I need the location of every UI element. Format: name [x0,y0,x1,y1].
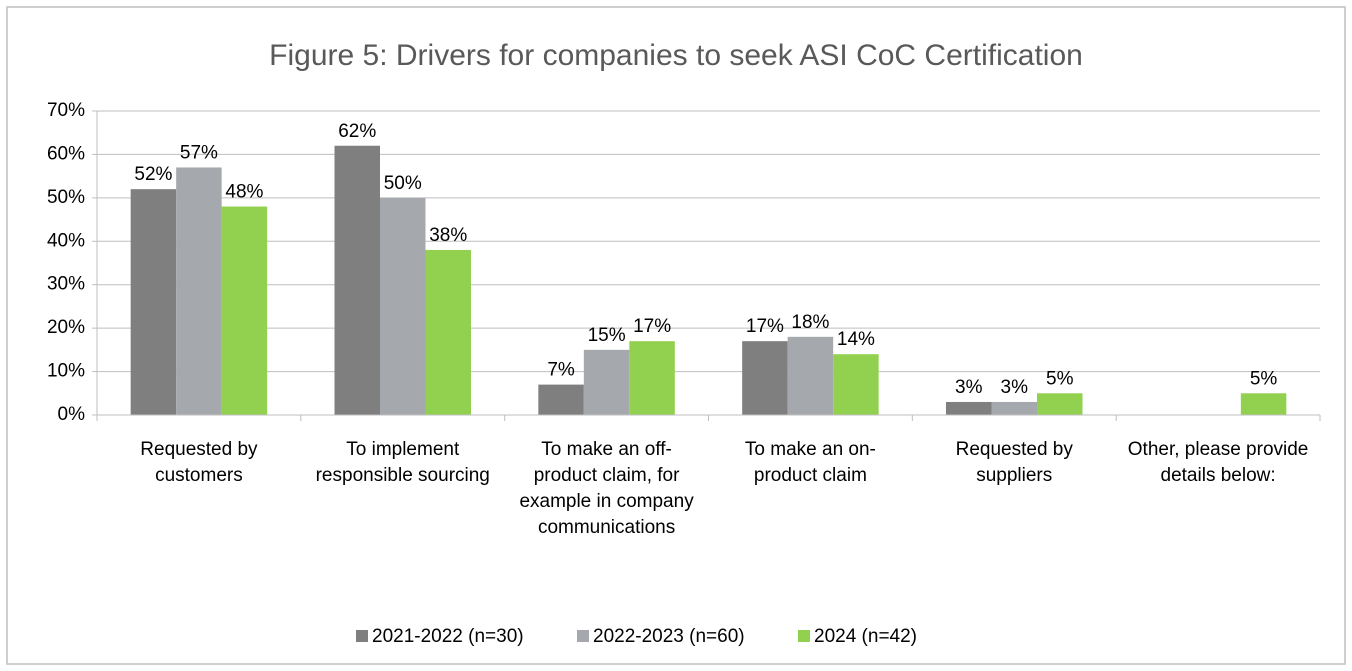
legend-swatch [798,630,810,642]
bar [629,341,675,415]
bar [380,197,426,415]
bar [425,249,471,415]
bar [130,189,177,415]
value-label: 5% [1046,368,1074,389]
value-label: 3% [1001,377,1029,398]
bar [946,401,992,415]
chart-title: Figure 5: Drivers for companies to seek … [269,39,1083,72]
x-tick-label: Requested by suppliers [955,439,1073,486]
bar [742,341,788,415]
legend-label: 2022-2023 (n=60) [593,626,745,647]
legend-label: 2021-2022 (n=30) [372,626,524,647]
legend-label: 2024 (n=42) [814,626,917,647]
bar [538,384,584,415]
y-tick-label: 40% [47,230,85,251]
bar [1240,393,1287,415]
value-label: 50% [384,173,422,194]
value-label: 3% [955,377,983,398]
y-tick-label: 60% [47,143,85,164]
bar [1037,393,1083,415]
bar [991,401,1037,415]
bar [583,349,630,415]
y-tick-label: 0% [58,404,86,425]
x-tick-label: Other, please provide details below: [1127,439,1309,486]
bar [334,145,380,415]
legend-swatch [356,630,368,642]
x-tick-label: To implement responsible sourcing [315,439,490,486]
value-label: 57% [180,142,218,163]
value-label: 5% [1250,368,1278,389]
value-label: 48% [225,182,263,203]
value-label: 62% [338,121,376,142]
value-label: 17% [633,316,671,337]
value-label: 52% [134,164,172,185]
x-tick-label: To make an off-product claim, for exampl… [519,439,694,538]
x-tick-label: To make an on-product claim [744,439,876,486]
legend-swatch [577,630,589,642]
value-label: 14% [837,329,875,350]
value-label: 17% [746,316,784,337]
y-tick-label: 50% [47,187,85,208]
bar [787,336,834,415]
y-tick-label: 10% [47,361,85,382]
x-tick-label: Requested by customers [140,439,258,486]
value-label: 15% [588,325,626,346]
bar [176,167,222,415]
y-tick-label: 30% [47,274,85,295]
value-label: 18% [791,312,829,333]
value-label: 38% [429,225,467,246]
bar [221,206,268,415]
y-tick-label: 70% [47,100,85,121]
bar [833,354,879,415]
y-tick-label: 20% [47,317,85,338]
value-label: 7% [547,360,575,381]
